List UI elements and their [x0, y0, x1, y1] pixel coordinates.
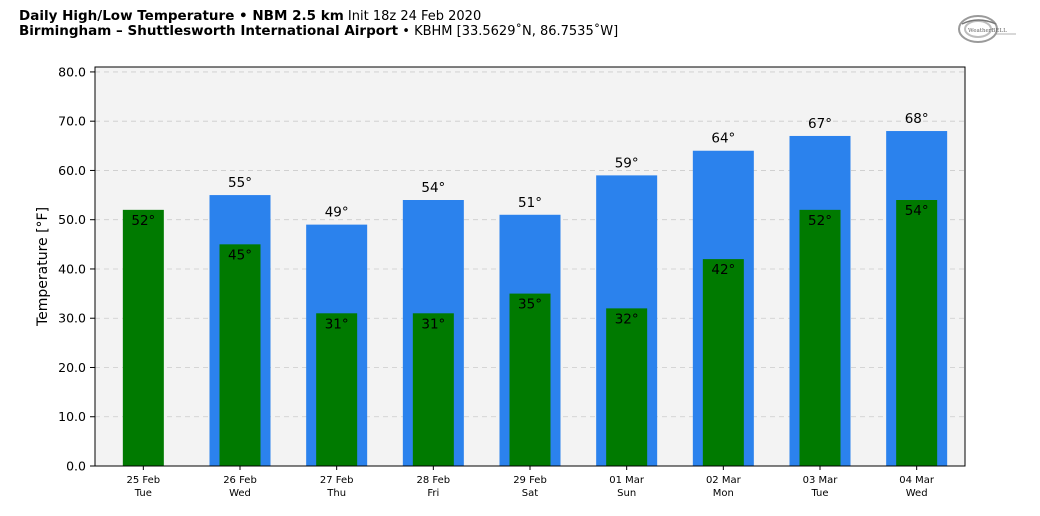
low-temp-bar — [509, 293, 551, 466]
low-temp-label: 35° — [518, 297, 542, 313]
x-tick-label: 01 Mar — [609, 475, 645, 486]
low-temp-label: 54° — [905, 203, 929, 219]
low-temp-label: 52° — [131, 213, 155, 229]
x-tick-label: 25 Feb — [127, 475, 161, 486]
y-tick-label: 10.0 — [58, 409, 86, 424]
y-tick-label: 20.0 — [58, 360, 86, 375]
low-temp-bar — [412, 313, 454, 466]
y-tick-label: 40.0 — [58, 261, 86, 276]
high-temp-label: 54° — [421, 180, 445, 196]
y-tick-label: 80.0 — [58, 64, 86, 79]
x-tick-weekday: Wed — [229, 488, 251, 499]
x-tick-label: 26 Feb — [223, 475, 257, 486]
title-line: Daily High/Low Temperature • NBM 2.5 km … — [19, 8, 618, 25]
high-temp-label: 51° — [518, 195, 542, 211]
high-temp-label: 64° — [711, 131, 735, 147]
x-tick-label: 02 Mar — [706, 475, 742, 486]
location-name: Birmingham – Shuttlesworth International… — [19, 23, 399, 39]
location-line: Birmingham – Shuttlesworth International… — [19, 23, 619, 40]
low-temp-label: 45° — [228, 247, 252, 263]
x-tick-label: 04 Mar — [899, 475, 935, 486]
chart-title: Daily High/Low Temperature • NBM 2.5 km — [19, 8, 344, 24]
x-tick-weekday: Mon — [713, 488, 734, 499]
x-tick-label: 03 Mar — [803, 475, 839, 486]
low-temp-label: 31° — [421, 316, 445, 332]
x-tick-weekday: Sat — [522, 488, 538, 499]
y-tick-label: 30.0 — [58, 311, 86, 326]
location-detail: • KBHM [33.5629˚N, 86.7535˚W] — [402, 24, 619, 39]
low-temp-bar — [896, 200, 938, 466]
high-temp-label: 49° — [325, 205, 349, 221]
y-tick-label: 60.0 — [58, 163, 86, 178]
low-temp-label: 42° — [711, 262, 735, 278]
x-tick-label: 27 Feb — [320, 475, 354, 486]
low-temp-label: 32° — [615, 311, 639, 327]
plot-frame — [94, 66, 966, 467]
x-tick-label: 28 Feb — [417, 475, 451, 486]
x-tick-weekday: Tue — [134, 488, 152, 499]
x-tick-weekday: Fri — [427, 488, 439, 499]
x-tick-weekday: Wed — [906, 488, 928, 499]
y-tick-label: 0.0 — [66, 459, 86, 474]
low-temp-bar — [606, 308, 648, 466]
y-tick-label: 70.0 — [58, 114, 86, 129]
high-temp-label: 55° — [228, 175, 252, 191]
logo-text: WeatherBELL — [968, 28, 1007, 34]
x-tick-weekday: Tue — [810, 488, 828, 499]
weatherbell-logo: WeatherBELL — [958, 15, 1016, 43]
low-temp-bar — [799, 209, 841, 466]
low-temp-bar — [316, 313, 358, 466]
low-temp-bar — [122, 209, 164, 466]
high-temp-label: 67° — [808, 116, 832, 132]
high-temp-label: 68° — [905, 111, 929, 127]
low-temp-label: 52° — [808, 213, 832, 229]
x-tick-weekday: Thu — [326, 488, 346, 499]
x-tick-weekday: Sun — [617, 488, 636, 499]
y-tick-label: 50.0 — [58, 212, 86, 227]
init-time: Init 18z 24 Feb 2020 — [347, 9, 482, 24]
x-tick-label: 29 Feb — [513, 475, 547, 486]
low-temp-bar — [702, 259, 744, 466]
low-temp-bar — [219, 244, 261, 466]
chart-header: Daily High/Low Temperature • NBM 2.5 km … — [19, 8, 619, 40]
low-temp-label: 31° — [325, 316, 349, 332]
y-axis-label: Temperature [°F] — [35, 207, 51, 327]
high-temp-label: 59° — [615, 155, 639, 171]
